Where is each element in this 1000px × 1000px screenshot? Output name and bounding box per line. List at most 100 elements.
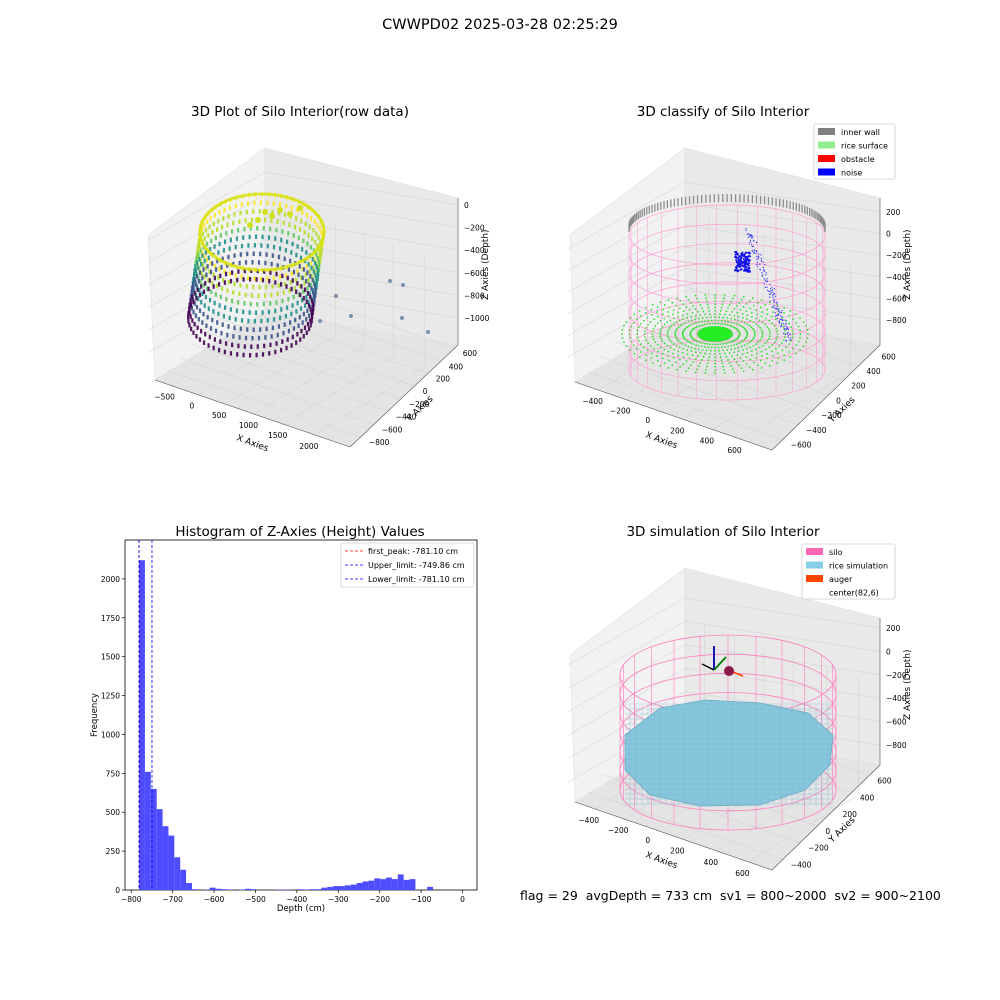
cloud-point (308, 224, 311, 230)
cloud-point (272, 201, 275, 206)
cloud-point (208, 297, 212, 303)
outlier-point (318, 319, 322, 323)
histogram-bar (209, 887, 216, 890)
histogram-bar (150, 788, 157, 890)
cloud-point (288, 196, 292, 200)
rice-surface-point (642, 346, 645, 349)
cloud-point (277, 254, 281, 260)
noise-point (734, 255, 737, 258)
rice-surface-point (705, 365, 708, 368)
rice-surface-point (651, 335, 654, 338)
cloud-point (314, 293, 317, 298)
rice-surface-point (699, 304, 702, 306)
cloud-point (239, 210, 242, 216)
rice-surface-point (714, 300, 716, 303)
noise-point (787, 331, 789, 334)
histogram-bar (350, 884, 357, 890)
y-tick-label: 0 (836, 396, 841, 405)
cloud-point (291, 303, 294, 308)
histogram-bar (244, 888, 251, 890)
cloud-point (298, 227, 302, 232)
legend-box (813, 123, 896, 180)
rice-surface-point (755, 323, 758, 325)
cloud-point (313, 301, 316, 307)
cloud-point (263, 269, 266, 274)
grid-line (205, 331, 401, 400)
noise-point (751, 250, 753, 252)
rice-surface-point (782, 326, 785, 329)
cloud-point (318, 264, 321, 269)
legend-label: noise (841, 169, 862, 178)
rice-surface-point (668, 306, 671, 309)
rice-surface-point (687, 325, 690, 327)
cloud-point (293, 224, 297, 230)
cloud-point (242, 235, 245, 240)
histogram-bar (344, 885, 351, 890)
cloud-point (197, 239, 201, 244)
rice-surface-point (721, 323, 724, 326)
cloud-point (220, 330, 223, 336)
cloud-point (309, 318, 312, 323)
rice-surface-point (656, 355, 659, 357)
rice-surface-point (702, 355, 705, 358)
legend-swatch (818, 168, 835, 176)
rice-surface-point (726, 324, 729, 326)
rice-surface-point (675, 344, 678, 347)
rice-surface-point (753, 361, 755, 364)
rice-surface-point (705, 316, 708, 319)
rice-surface-point (788, 351, 790, 353)
inner-wall-point (713, 194, 715, 203)
cloud-point (222, 277, 225, 283)
noise-point (745, 229, 747, 232)
noise-point (785, 325, 788, 328)
rice-surface-point (652, 338, 655, 341)
rice-surface-point (699, 341, 702, 344)
cloud-point (261, 277, 265, 283)
cloud-point (223, 207, 226, 213)
rice-surface-point (686, 353, 689, 355)
cloud-point (244, 218, 247, 223)
rice-surface-point (649, 345, 652, 347)
noise-point (760, 257, 763, 259)
summary-footer: flag = 29 avgDepth = 733 cm sv1 = 800~20… (520, 888, 941, 903)
cloud-point (292, 233, 295, 238)
rice-surface-point (722, 316, 725, 319)
cloud-point (296, 281, 299, 286)
noise-point (779, 311, 781, 313)
histogram-bar (186, 883, 192, 890)
rice-surface-point (659, 346, 662, 349)
cloud-point (227, 214, 230, 219)
rice-surface-point (733, 351, 736, 354)
panel4-title: 3D simulation of Silo Interior (626, 524, 820, 540)
rice-surface-point (714, 313, 716, 315)
rice-surface-point (674, 334, 677, 337)
rice-surface-point (789, 310, 792, 312)
rice-surface-point (706, 342, 709, 345)
cloud-point (207, 255, 210, 261)
cloud-point (260, 243, 263, 248)
cloud-point (193, 277, 196, 283)
rice-surface-point (732, 340, 735, 342)
inner-wall-point (677, 198, 679, 207)
cloud-point (307, 277, 310, 283)
inner-wall-point (648, 205, 650, 214)
noise-point (783, 322, 785, 324)
rice-surface-point (690, 319, 693, 322)
rice-surface-point (788, 343, 790, 346)
inner-wall-point (688, 196, 691, 205)
cloud-point (238, 335, 241, 340)
cloud-point (299, 259, 303, 264)
cloud-point (235, 236, 239, 241)
cloud-point (191, 318, 194, 323)
cloud-point (259, 276, 262, 281)
rice-surface-point (774, 347, 777, 350)
p2-grid (567, 181, 881, 440)
inner-wall-point (824, 224, 826, 232)
rice-surface-point (746, 314, 749, 317)
inner-wall-point (629, 220, 631, 229)
cloud-point (302, 296, 305, 301)
cloud-point (313, 281, 316, 287)
cloud-point (195, 334, 198, 339)
cloud-point (198, 287, 201, 293)
